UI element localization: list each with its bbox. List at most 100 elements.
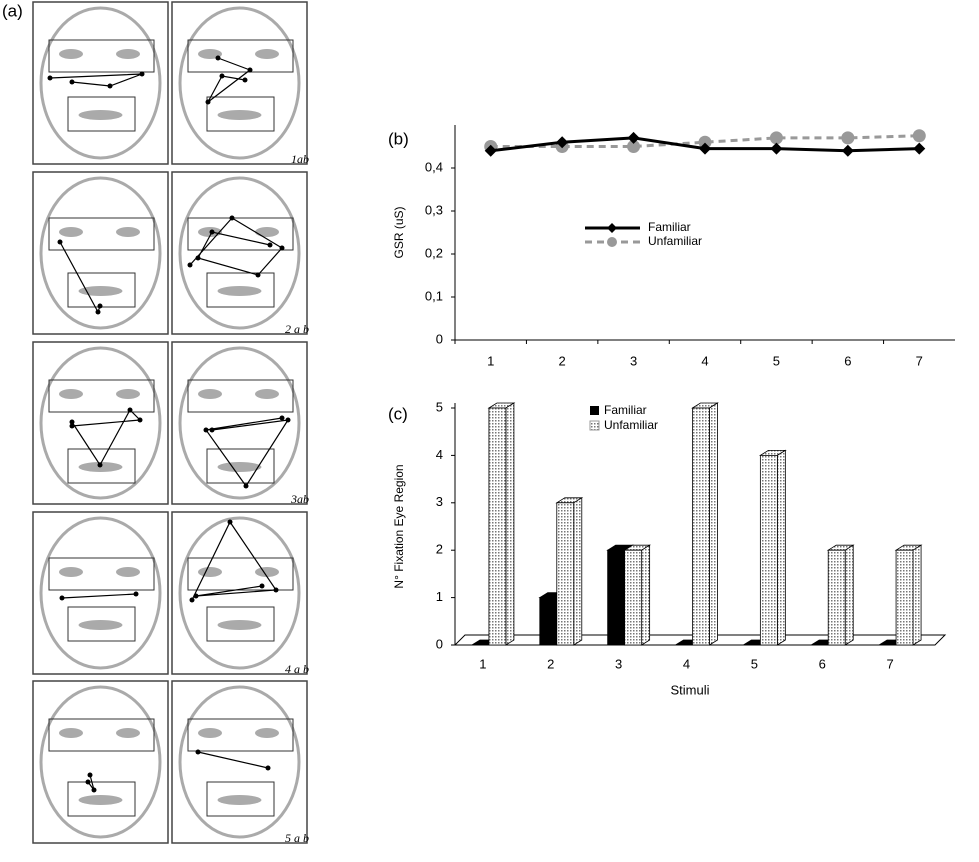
x-tick-label: 1 xyxy=(487,353,494,368)
fixation xyxy=(242,77,248,83)
y-tick-label: 5 xyxy=(436,399,443,414)
bar xyxy=(488,407,507,646)
fixation xyxy=(227,519,233,525)
legend-label: Unfamiliar xyxy=(604,418,658,432)
bar xyxy=(607,549,626,646)
mouth xyxy=(78,620,123,630)
eye xyxy=(255,567,279,577)
y-tick-label: 0 xyxy=(436,331,443,346)
face-outline xyxy=(178,176,301,330)
mouth-region xyxy=(206,781,275,817)
mouth xyxy=(217,462,262,472)
eye xyxy=(198,728,222,738)
fixation xyxy=(203,427,209,433)
fixation xyxy=(139,71,145,77)
eye-region xyxy=(187,217,294,251)
x-tick-label: 2 xyxy=(547,656,554,671)
face-outline xyxy=(39,176,162,330)
fixation xyxy=(107,83,113,89)
eye xyxy=(59,728,83,738)
x-tick-label: 6 xyxy=(819,656,826,671)
face-outline xyxy=(178,346,301,500)
mouth xyxy=(217,620,262,630)
face-outline xyxy=(178,516,301,670)
row-label: 1ab xyxy=(291,152,309,166)
fixation xyxy=(209,229,215,235)
eye xyxy=(198,567,222,577)
bar-side xyxy=(641,544,651,646)
face-frame xyxy=(32,511,169,675)
fixation xyxy=(209,427,215,433)
mouth-region xyxy=(67,781,136,817)
mouth xyxy=(78,286,123,296)
fixation xyxy=(47,75,53,81)
y-tick-label: 0 xyxy=(436,636,443,651)
x-axis-label: Stimuli xyxy=(670,682,709,697)
fixation xyxy=(247,67,253,73)
bar xyxy=(827,549,846,646)
fixation xyxy=(97,462,103,468)
fixation xyxy=(265,765,271,771)
panel-label: (a) xyxy=(2,1,23,20)
fixation xyxy=(97,303,103,309)
fixation xyxy=(69,423,75,429)
mouth xyxy=(217,795,262,805)
fixation xyxy=(279,245,285,251)
marker xyxy=(556,136,569,149)
bar xyxy=(556,502,575,646)
marker xyxy=(912,129,926,143)
mouth xyxy=(78,795,123,805)
x-tick-label: 5 xyxy=(751,656,758,671)
scan-path xyxy=(61,593,137,599)
mouth-region xyxy=(67,606,136,642)
eye xyxy=(116,389,140,399)
eye xyxy=(255,49,279,59)
bar xyxy=(539,597,558,646)
face-outline xyxy=(39,6,162,160)
eye-region xyxy=(48,217,155,251)
marker xyxy=(627,140,641,153)
face-frame xyxy=(171,171,308,335)
legend-marker xyxy=(607,223,617,233)
bar-side xyxy=(709,402,718,646)
eye xyxy=(198,389,222,399)
marker xyxy=(770,142,783,155)
y-tick-label: 1 xyxy=(436,589,443,604)
eye xyxy=(255,728,279,738)
row-label: 4 a b xyxy=(285,662,309,676)
fixation xyxy=(229,215,235,221)
fixation xyxy=(91,787,97,793)
eye-region xyxy=(48,379,155,413)
fixation xyxy=(189,597,195,603)
fixation xyxy=(69,419,75,425)
fixation xyxy=(243,483,249,489)
eye xyxy=(59,567,83,577)
eye-region xyxy=(187,718,294,752)
mouth-region xyxy=(206,448,275,484)
eye xyxy=(255,389,279,399)
panel-label: (b) xyxy=(388,129,409,148)
scan-path xyxy=(49,73,143,87)
face-outline xyxy=(178,685,301,839)
mouth xyxy=(217,110,262,120)
mouth xyxy=(217,286,262,296)
face-frame xyxy=(32,1,169,165)
fixation xyxy=(267,242,273,248)
legend-label: Familiar xyxy=(604,403,647,417)
fixation xyxy=(215,55,221,61)
x-tick-label: 7 xyxy=(916,353,923,368)
fixation xyxy=(57,239,63,245)
eye xyxy=(255,227,279,237)
eye xyxy=(59,389,83,399)
fixation xyxy=(273,587,279,593)
mouth xyxy=(78,110,123,120)
fixation xyxy=(187,262,193,268)
marker xyxy=(841,144,854,157)
fixation xyxy=(69,79,75,85)
fixation xyxy=(285,417,291,423)
face-frame xyxy=(32,680,169,844)
eye xyxy=(59,49,83,59)
fixation xyxy=(59,595,65,601)
fixation xyxy=(137,417,143,423)
